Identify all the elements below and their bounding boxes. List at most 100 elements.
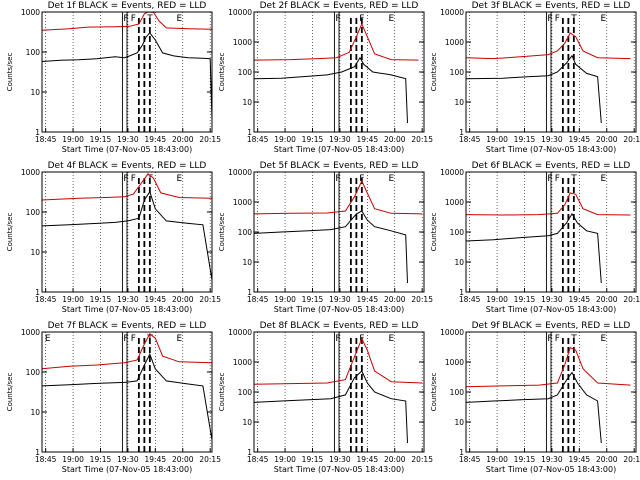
y-tick-label: 1000 — [21, 328, 40, 337]
x-tick-label: 19:30 — [541, 455, 563, 464]
x-tick-label: 19:00 — [486, 135, 508, 144]
y-tick-label: 100 — [450, 68, 465, 77]
x-tick-label: 18:45 — [459, 135, 481, 144]
y-tick-label: 10 — [454, 418, 464, 427]
flag-label: F — [359, 174, 364, 184]
x-tick-label: 19:15 — [514, 455, 536, 464]
x-axis-label: Start Time (07-Nov-05 18:43:00) — [486, 465, 616, 474]
x-tick-label: 20:15 — [623, 455, 640, 464]
x-tick-label: 19:00 — [274, 135, 296, 144]
x-tick-label: 20:15 — [199, 295, 221, 304]
flag-label: E — [45, 334, 51, 344]
y-tick-label: 1000 — [445, 198, 464, 207]
y-axis-label: Counts/sec — [6, 53, 14, 92]
x-tick-label: 20:00 — [596, 135, 618, 144]
x-tick-label: 19:15 — [90, 135, 112, 144]
x-tick-label: 20:15 — [623, 295, 640, 304]
x-tick-label: 18:45 — [459, 455, 481, 464]
panel-det-2: Det 2f BLACK = Events, RED = LLD F F E 1 10 10… — [218, 1, 433, 154]
x-tick-label: 20:00 — [384, 295, 406, 304]
y-tick-label: 10000 — [228, 168, 252, 177]
panel-title: Det 2f BLACK = Events, RED = LLD — [260, 1, 419, 11]
y-tick-label: 10000 — [228, 8, 252, 17]
panel-title: Det 3f BLACK = Events, RED = LLD — [472, 1, 631, 11]
y-tick-label: 1000 — [233, 38, 252, 47]
y-tick-label: 10000 — [440, 8, 464, 17]
flag-label: E — [388, 174, 394, 184]
y-tick-label: 10 — [30, 88, 40, 97]
x-tick-label: 20:00 — [596, 295, 618, 304]
x-tick-label: 19:00 — [62, 135, 84, 144]
flag-label: F — [555, 174, 560, 184]
y-axis-label: Counts/sec — [430, 53, 438, 92]
x-tick-label: 19:30 — [329, 455, 351, 464]
y-tick-label: 10 — [242, 258, 252, 267]
x-tick-label: 19:15 — [90, 295, 112, 304]
y-tick-label: 1 — [247, 128, 252, 137]
x-tick-label: 19:00 — [274, 455, 296, 464]
x-tick-label: 20:00 — [384, 135, 406, 144]
flag-label: E — [600, 14, 606, 24]
x-tick-label: 19:45 — [357, 135, 379, 144]
panel-title: Det 8f BLACK = Events, RED = LLD — [260, 321, 419, 331]
y-tick-label: 100 — [450, 388, 465, 397]
plot-frame — [41, 331, 213, 453]
x-tick-label: 19:15 — [302, 135, 324, 144]
x-tick-label: 18:45 — [247, 295, 269, 304]
x-tick-label: 18:45 — [459, 295, 481, 304]
y-tick-label: 1000 — [21, 8, 40, 17]
x-axis-label: Start Time (07-Nov-05 18:43:00) — [62, 145, 192, 154]
y-tick-label: 100 — [26, 48, 41, 57]
x-tick-label: 19:30 — [329, 295, 351, 304]
events-series-line — [41, 190, 213, 281]
x-tick-label: 19:45 — [569, 135, 591, 144]
flag-label: F — [335, 14, 340, 24]
x-tick-label: 19:45 — [145, 135, 167, 144]
x-tick-label: 20:00 — [172, 135, 194, 144]
y-tick-label: 10 — [454, 258, 464, 267]
x-tick-label: 20:00 — [172, 455, 194, 464]
x-axis-label: Start Time (07-Nov-05 18:43:00) — [274, 305, 404, 314]
flag-label: E — [388, 334, 394, 344]
y-tick-label: 1 — [459, 288, 464, 297]
y-tick-label: 1 — [35, 448, 40, 457]
y-tick-label: 1000 — [445, 358, 464, 367]
x-tick-label: 18:45 — [35, 295, 57, 304]
flag-label: F — [335, 174, 340, 184]
panel-title: Det 4f BLACK = Events, RED = LLD — [48, 161, 207, 171]
flag-label: E — [600, 334, 606, 344]
flag-label: F — [123, 14, 128, 24]
x-tick-label: 19:45 — [357, 455, 379, 464]
x-tick-label: 19:15 — [514, 135, 536, 144]
x-tick-label: 20:15 — [199, 135, 221, 144]
flag-label: F — [555, 14, 560, 24]
flag-label: T — [570, 14, 577, 24]
y-tick-label: 10 — [242, 418, 252, 427]
flag-label: E — [176, 334, 182, 344]
lld-series-line — [41, 11, 213, 31]
x-tick-label: 19:45 — [357, 295, 379, 304]
y-tick-label: 1000 — [233, 358, 252, 367]
x-tick-label: 19:45 — [569, 295, 591, 304]
flag-label: F — [335, 334, 340, 344]
x-tick-label: 18:45 — [35, 455, 57, 464]
x-tick-label: 20:15 — [623, 135, 640, 144]
flag-label: F — [131, 14, 136, 24]
y-tick-label: 10000 — [440, 168, 464, 177]
y-axis-label: Counts/sec — [6, 373, 14, 412]
x-tick-label: 19:45 — [569, 455, 591, 464]
panel-title: Det 5f BLACK = Events, RED = LLD — [260, 161, 419, 171]
events-series-line — [41, 352, 213, 441]
x-tick-label: 19:30 — [541, 295, 563, 304]
x-tick-label: 19:15 — [302, 295, 324, 304]
y-tick-label: 1 — [247, 288, 252, 297]
lld-series-line — [465, 32, 631, 60]
flag-label: F — [547, 14, 552, 24]
y-tick-label: 1 — [35, 128, 40, 137]
x-tick-label: 19:45 — [145, 455, 167, 464]
y-tick-label: 100 — [238, 388, 253, 397]
